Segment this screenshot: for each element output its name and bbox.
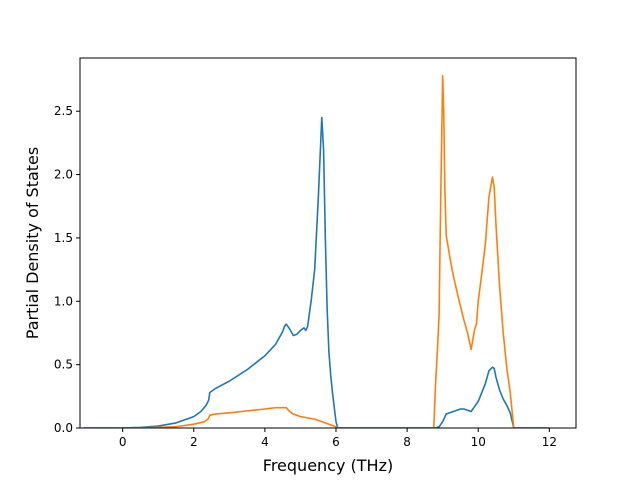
x-tick-label: 6 [332, 435, 340, 449]
y-tick-label: 1.0 [54, 294, 73, 308]
y-axis-ticks: 0.0 0.5 1.0 1.5 2.0 2.5 [54, 104, 80, 435]
series-line-1 [83, 116, 550, 428]
x-tick-label: 12 [542, 435, 557, 449]
x-axis-label: Frequency (THz) [263, 456, 393, 475]
plot-frame [79, 57, 577, 429]
y-tick-label: 0.5 [54, 358, 73, 372]
y-tick-label: 2.5 [54, 104, 73, 118]
series-layer [83, 74, 550, 428]
x-tick-label: 0 [119, 435, 127, 449]
x-tick-label: 8 [403, 435, 411, 449]
y-tick-label: 2.0 [54, 168, 73, 182]
x-axis-ticks: 0 2 4 6 8 10 12 [119, 428, 557, 449]
y-axis-label: Partial Density of States [23, 147, 42, 339]
x-tick-label: 2 [190, 435, 198, 449]
y-tick-label: 0.0 [54, 421, 73, 435]
y-tick-label: 1.5 [54, 231, 73, 245]
series-line-2 [83, 74, 550, 428]
x-tick-label: 10 [471, 435, 486, 449]
x-tick-label: 4 [261, 435, 269, 449]
